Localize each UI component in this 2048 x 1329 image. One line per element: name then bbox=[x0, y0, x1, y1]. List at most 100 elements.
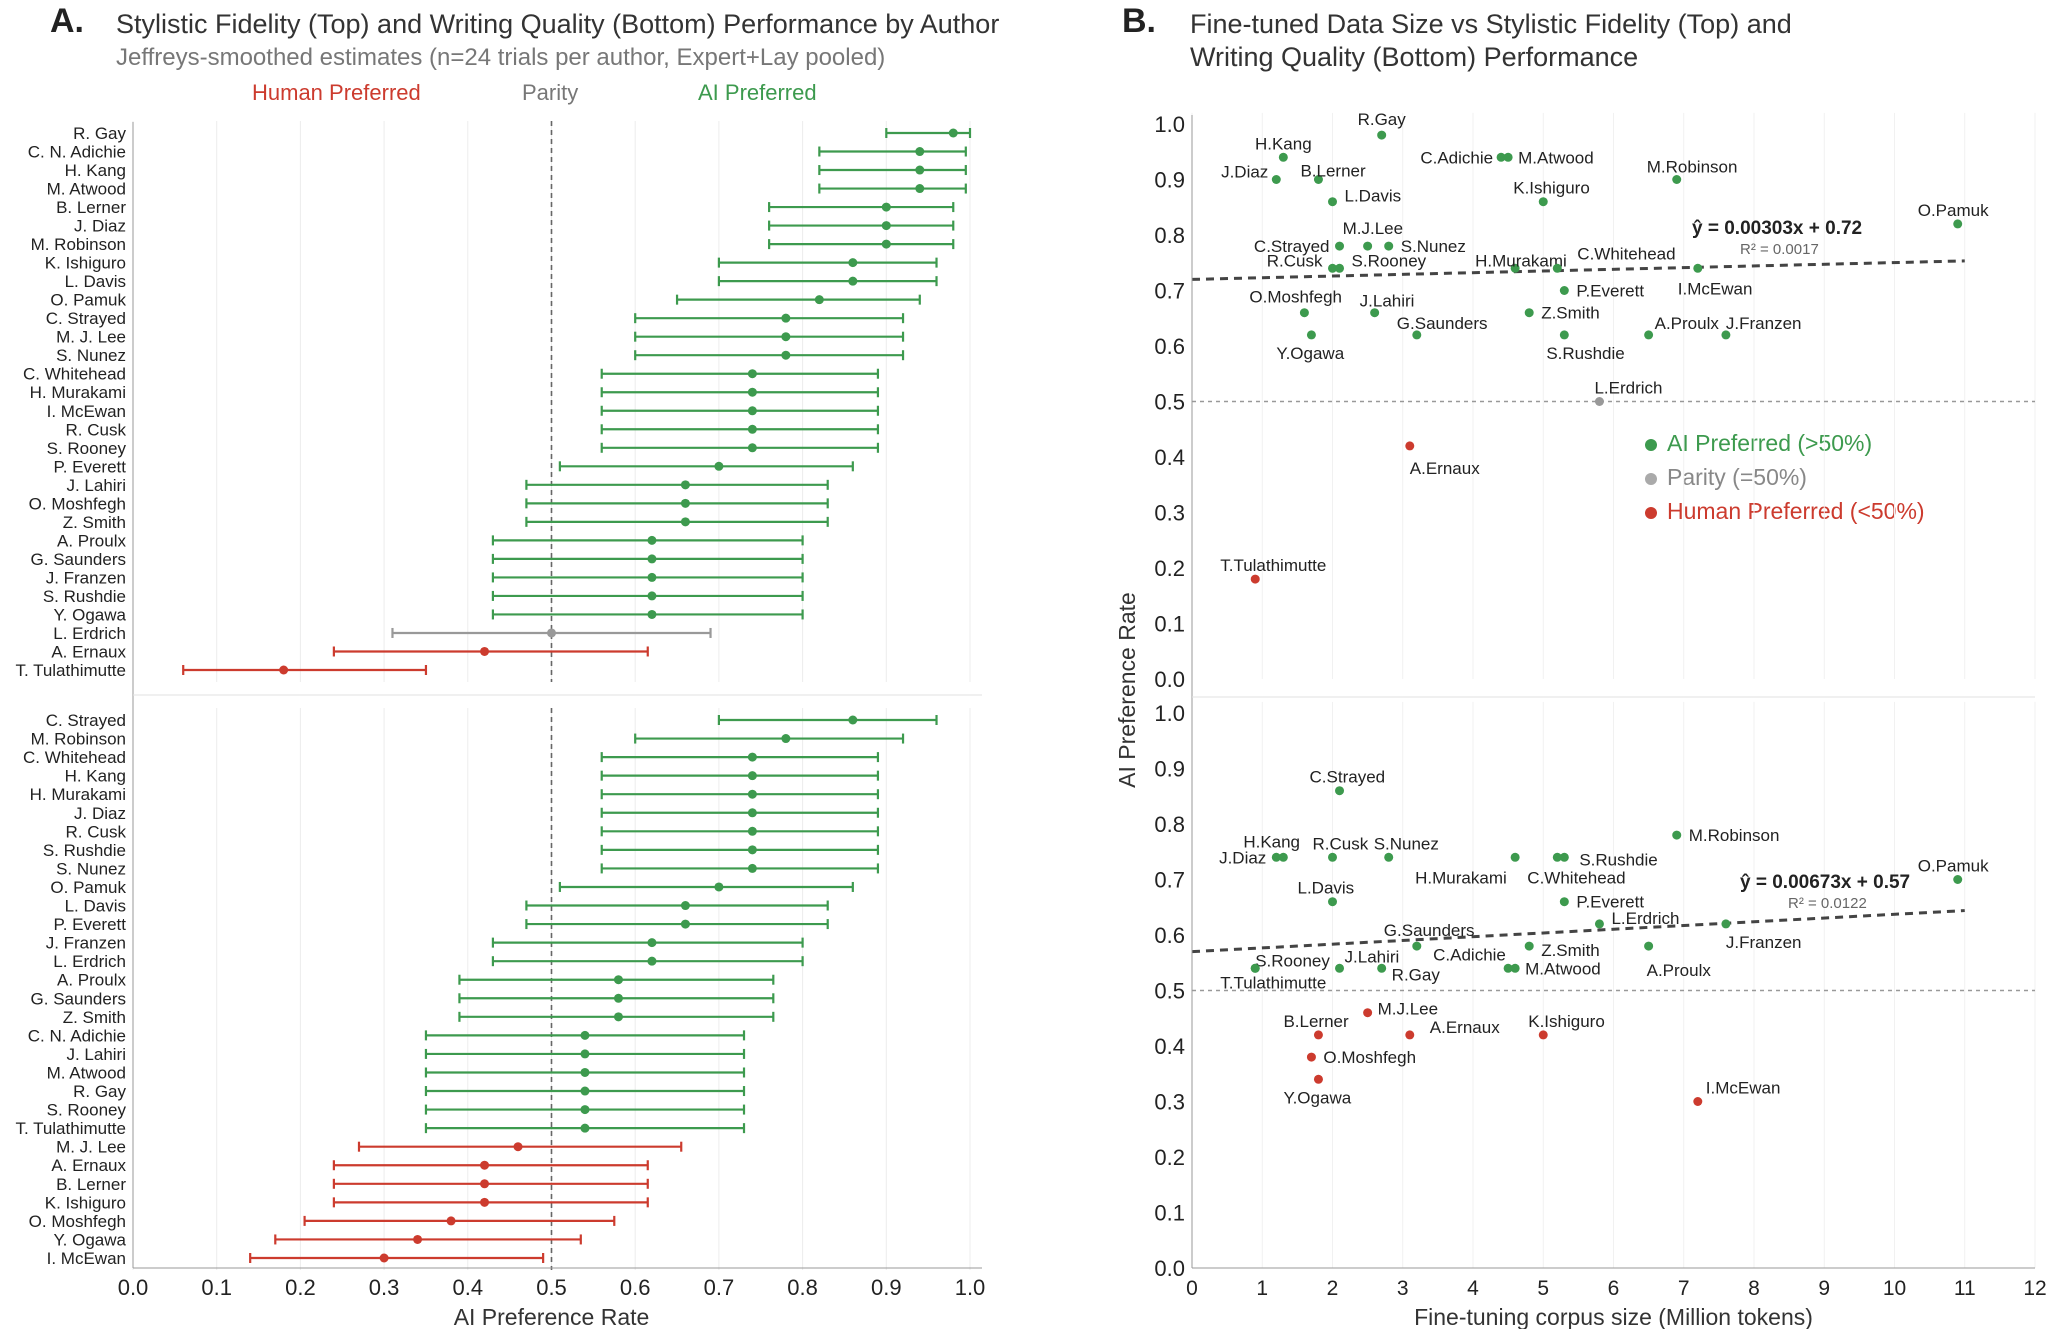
estimate-point-k-ishiguro bbox=[848, 258, 858, 268]
estimate-point-m-robinson bbox=[881, 239, 891, 249]
author-label-j-lahiri: J. Lahiri bbox=[66, 476, 126, 495]
author-label-m-j-lee: M. J. Lee bbox=[56, 328, 126, 347]
estimate-point-p-everett bbox=[714, 461, 724, 471]
estimate-point-i-mcewan bbox=[379, 1253, 389, 1263]
point-label-k-ishiguro: K.Ishiguro bbox=[1528, 1012, 1605, 1031]
data-point-m-robinson bbox=[1672, 175, 1682, 184]
point-label-m-robinson: M.Robinson bbox=[1689, 826, 1780, 845]
data-point-c-whitehead bbox=[1552, 263, 1562, 273]
data-point-t-tulathimutte bbox=[1250, 963, 1260, 973]
data-point-h-kang bbox=[1278, 852, 1288, 862]
estimate-point-r-cusk bbox=[747, 424, 757, 434]
point-label-y-ogawa: Y.Ogawa bbox=[1276, 344, 1344, 363]
trend-r2-b0: R² = 0.0017 bbox=[1740, 241, 1819, 258]
point-label-r-cusk: R.Cusk bbox=[1313, 834, 1369, 853]
point-label-p-everett: P.Everett bbox=[1576, 282, 1644, 301]
legend-human-preferred: Human Preferred (<50%) bbox=[1645, 498, 1925, 525]
estimate-point-j-franzen bbox=[647, 938, 657, 948]
author-label-t-tulathimutte: T. Tulathimutte bbox=[15, 1119, 126, 1138]
point-label-j-franzen: J.Franzen bbox=[1726, 933, 1802, 952]
panel-a-x-axis-label: AI Preference Rate bbox=[454, 1304, 650, 1329]
data-point-m-atwood bbox=[1503, 152, 1513, 162]
data-point-o-pamuk bbox=[1953, 219, 1963, 229]
data-point-s-nunez bbox=[1384, 852, 1394, 862]
author-label-c-strayed: C. Strayed bbox=[46, 309, 126, 328]
data-point-r-gay bbox=[1377, 130, 1387, 140]
trend-r2-b1: R² = 0.0122 bbox=[1788, 895, 1867, 912]
y-tick-b1-4: 0.4 bbox=[1154, 1034, 1185, 1059]
y-tick-b0-4: 0.4 bbox=[1154, 445, 1185, 470]
data-point-m-atwood bbox=[1510, 963, 1520, 973]
estimate-point-b-lerner bbox=[480, 1179, 490, 1189]
estimate-point-b-lerner bbox=[881, 202, 891, 212]
data-point-r-cusk bbox=[1328, 263, 1337, 273]
x-tick-b-11: 11 bbox=[1954, 1277, 1976, 1300]
data-point-h-kang bbox=[1278, 152, 1288, 162]
y-tick-b0-3: 0.3 bbox=[1154, 501, 1185, 526]
estimate-point-m-j-lee bbox=[513, 1142, 523, 1152]
data-point-a-ernaux bbox=[1405, 441, 1415, 451]
estimate-point-j-lahiri bbox=[680, 480, 690, 490]
data-point-c-adichie bbox=[1503, 963, 1513, 973]
point-label-a-proulx: A.Proulx bbox=[1655, 314, 1720, 333]
data-point-o-moshfegh bbox=[1306, 1052, 1316, 1062]
estimate-point-l-erdrich bbox=[547, 628, 556, 638]
estimate-point-s-rooney bbox=[580, 1105, 590, 1115]
estimate-point-g-saunders bbox=[613, 993, 623, 1003]
author-label-a-proulx: A. Proulx bbox=[57, 531, 126, 550]
data-point-i-mcewan bbox=[1693, 263, 1703, 273]
y-tick-b0-0: 0.0 bbox=[1154, 667, 1185, 692]
data-point-j-franzen bbox=[1721, 330, 1731, 340]
data-point-s-rushdie bbox=[1559, 852, 1569, 862]
author-label-j-diaz: J. Diaz bbox=[74, 217, 126, 236]
point-label-y-ogawa: Y.Ogawa bbox=[1283, 1088, 1351, 1107]
point-label-h-murakami: H.Murakami bbox=[1475, 251, 1567, 270]
data-point-g-saunders bbox=[1412, 941, 1422, 951]
x-tick-b-1: 1 bbox=[1256, 1277, 1268, 1300]
data-point-z-smith bbox=[1524, 308, 1534, 318]
point-label-b-lerner: B.Lerner bbox=[1300, 162, 1366, 181]
x-tick-a-5: 0.5 bbox=[536, 1275, 567, 1300]
estimate-point-y-ogawa bbox=[413, 1234, 423, 1244]
panel-a-letter: A. bbox=[50, 2, 84, 40]
author-label-h-kang: H. Kang bbox=[65, 161, 126, 180]
data-point-j-lahiri bbox=[1335, 963, 1345, 973]
author-label-s-nunez: S. Nunez bbox=[56, 346, 126, 365]
author-label-l-davis: L. Davis bbox=[65, 272, 126, 291]
data-point-c-strayed bbox=[1335, 241, 1345, 251]
point-label-a-proulx: A.Proulx bbox=[1647, 961, 1712, 980]
x-tick-b-8: 8 bbox=[1748, 1277, 1760, 1300]
data-point-s-rushdie bbox=[1559, 330, 1569, 340]
author-label-a-proulx: A. Proulx bbox=[57, 971, 126, 990]
x-tick-a-4: 0.4 bbox=[453, 1275, 484, 1300]
author-label-g-saunders: G. Saunders bbox=[31, 989, 126, 1008]
panel-b-letter: B. bbox=[1122, 2, 1156, 40]
point-label-t-tulathimutte: T.Tulathimutte bbox=[1220, 973, 1326, 992]
data-point-o-pamuk bbox=[1953, 875, 1963, 884]
data-point-b-lerner bbox=[1313, 175, 1323, 184]
point-label-j-lahiri: J.Lahiri bbox=[1345, 947, 1400, 966]
point-label-j-diaz: J.Diaz bbox=[1219, 848, 1266, 867]
data-point-c-adichie bbox=[1496, 152, 1506, 162]
data-point-i-mcewan bbox=[1693, 1097, 1703, 1106]
y-tick-b0-10: 1.0 bbox=[1154, 112, 1185, 137]
legend-human-label: Human Preferred (<50%) bbox=[1667, 498, 1925, 524]
x-tick-a-6: 0.6 bbox=[620, 1275, 651, 1300]
x-tick-b-0: 0 bbox=[1186, 1277, 1198, 1300]
data-point-r-gay bbox=[1377, 963, 1387, 973]
x-tick-a-9: 0.9 bbox=[871, 1275, 902, 1300]
data-point-m-robinson bbox=[1672, 830, 1682, 840]
data-point-j-franzen bbox=[1721, 919, 1731, 929]
panel-b-title-line1: Fine-tuned Data Size vs Stylistic Fideli… bbox=[1190, 9, 1792, 39]
point-label-j-diaz: J.Diaz bbox=[1221, 163, 1268, 182]
estimate-point-s-rushdie bbox=[647, 591, 657, 601]
legend-human-dot bbox=[1645, 506, 1657, 519]
data-point-m-j-lee bbox=[1363, 1008, 1373, 1018]
author-label-c-whitehead: C. Whitehead bbox=[23, 748, 126, 767]
estimate-point-g-saunders bbox=[647, 554, 657, 564]
author-label-p-everett: P. Everett bbox=[54, 915, 127, 934]
author-label-o-moshfegh: O. Moshfegh bbox=[29, 494, 126, 513]
estimate-point-l-davis bbox=[848, 276, 858, 286]
